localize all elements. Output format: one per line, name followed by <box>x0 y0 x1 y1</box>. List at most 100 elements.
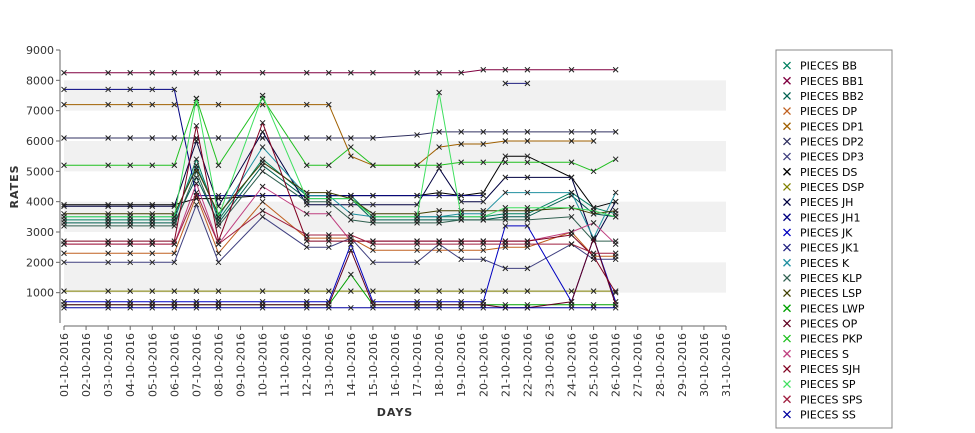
data-point <box>61 250 67 257</box>
grid-band <box>64 262 726 293</box>
legend-label: PIECES DS <box>800 166 857 179</box>
y-tick-label: 3000 <box>26 226 54 239</box>
data-point <box>348 195 354 202</box>
y-axis-title: RATES <box>8 164 21 208</box>
x-tick-label: 08-10-2016 <box>212 333 225 397</box>
data-point <box>436 213 442 220</box>
data-point <box>171 69 178 76</box>
data-point <box>458 241 465 247</box>
data-point <box>171 304 178 311</box>
data-point <box>480 288 487 295</box>
data-point <box>502 288 509 295</box>
x-axis-title: DAYS <box>377 406 413 419</box>
data-point <box>303 162 310 169</box>
data-point <box>61 259 67 266</box>
data-point <box>149 101 156 108</box>
data-point <box>370 69 376 76</box>
x-tick-label: 11-10-2016 <box>279 333 292 397</box>
x-tick-label: 24-10-2016 <box>566 333 579 397</box>
x-tick-label: 28-10-2016 <box>654 333 667 397</box>
series-line <box>64 69 616 74</box>
data-point <box>215 288 222 295</box>
legend-marker <box>783 182 791 191</box>
data-point <box>590 304 597 311</box>
data-point <box>193 69 200 76</box>
legend-label: PIECES KLP <box>800 272 862 285</box>
legend-label: PIECES S <box>800 348 849 361</box>
legend-box <box>775 49 893 429</box>
x-tick-label: 17-10-2016 <box>411 333 424 397</box>
data-point <box>61 135 67 141</box>
data-point <box>105 203 111 210</box>
data-point <box>215 241 222 247</box>
data-point <box>480 198 487 205</box>
series-pieces-ss <box>61 304 619 311</box>
data-point <box>524 241 531 247</box>
data-point <box>127 288 134 295</box>
data-point <box>259 183 266 190</box>
data-point <box>524 153 531 160</box>
y-tick-label: 5000 <box>26 165 54 178</box>
data-point <box>259 129 266 135</box>
data-point <box>568 298 575 305</box>
data-point <box>568 304 575 311</box>
x-tick-label: 19-10-2016 <box>455 333 468 397</box>
legend-item: PIECES DS <box>783 166 857 179</box>
data-point <box>524 204 531 211</box>
data-point <box>171 101 178 108</box>
x-tick-label: 25-10-2016 <box>588 333 601 397</box>
data-point <box>502 80 509 87</box>
legend-marker <box>783 304 791 313</box>
data-point <box>215 69 222 76</box>
data-point <box>524 265 531 272</box>
data-point <box>259 288 266 295</box>
data-point <box>524 159 531 166</box>
data-point <box>612 156 619 163</box>
data-point <box>436 207 442 214</box>
legend-label: PIECES SPS <box>800 393 863 406</box>
data-point <box>259 168 266 175</box>
data-point <box>348 144 354 150</box>
data-point <box>325 101 332 108</box>
x-tick-label: 07-10-2016 <box>190 333 203 397</box>
x-tick-label: 30-10-2016 <box>698 333 711 397</box>
data-point <box>436 241 442 247</box>
data-point <box>348 304 354 311</box>
data-point <box>568 66 575 73</box>
data-point <box>127 69 134 76</box>
data-point <box>61 162 67 169</box>
data-point <box>414 162 420 169</box>
data-point <box>612 207 619 214</box>
data-point <box>524 174 531 181</box>
data-point <box>61 223 67 229</box>
data-point <box>458 247 465 254</box>
data-point <box>171 213 178 220</box>
data-point <box>215 304 222 311</box>
x-tick-label: 31-10-2016 <box>720 333 733 397</box>
legend-item: PIECES LSP <box>783 287 862 300</box>
data-point <box>215 192 222 199</box>
data-point <box>436 144 442 150</box>
data-point <box>436 89 442 96</box>
data-point <box>568 213 575 220</box>
data-point <box>325 210 332 217</box>
data-point <box>348 69 354 76</box>
legend-item: PIECES BB2 <box>783 90 864 103</box>
data-point <box>480 247 487 254</box>
data-point <box>127 259 134 266</box>
data-point <box>524 223 531 229</box>
data-point <box>105 304 111 311</box>
data-point <box>259 135 266 141</box>
data-point <box>348 271 354 278</box>
data-point <box>215 135 222 141</box>
data-point <box>414 69 420 76</box>
data-point <box>568 232 575 238</box>
data-point <box>303 135 310 141</box>
legend-marker <box>783 61 791 70</box>
data-point <box>612 189 619 196</box>
series-pieces-sp <box>61 89 619 220</box>
data-point <box>480 241 487 247</box>
legend-item: PIECES DP2 <box>783 135 864 148</box>
data-point <box>458 129 465 135</box>
data-point <box>171 250 178 257</box>
